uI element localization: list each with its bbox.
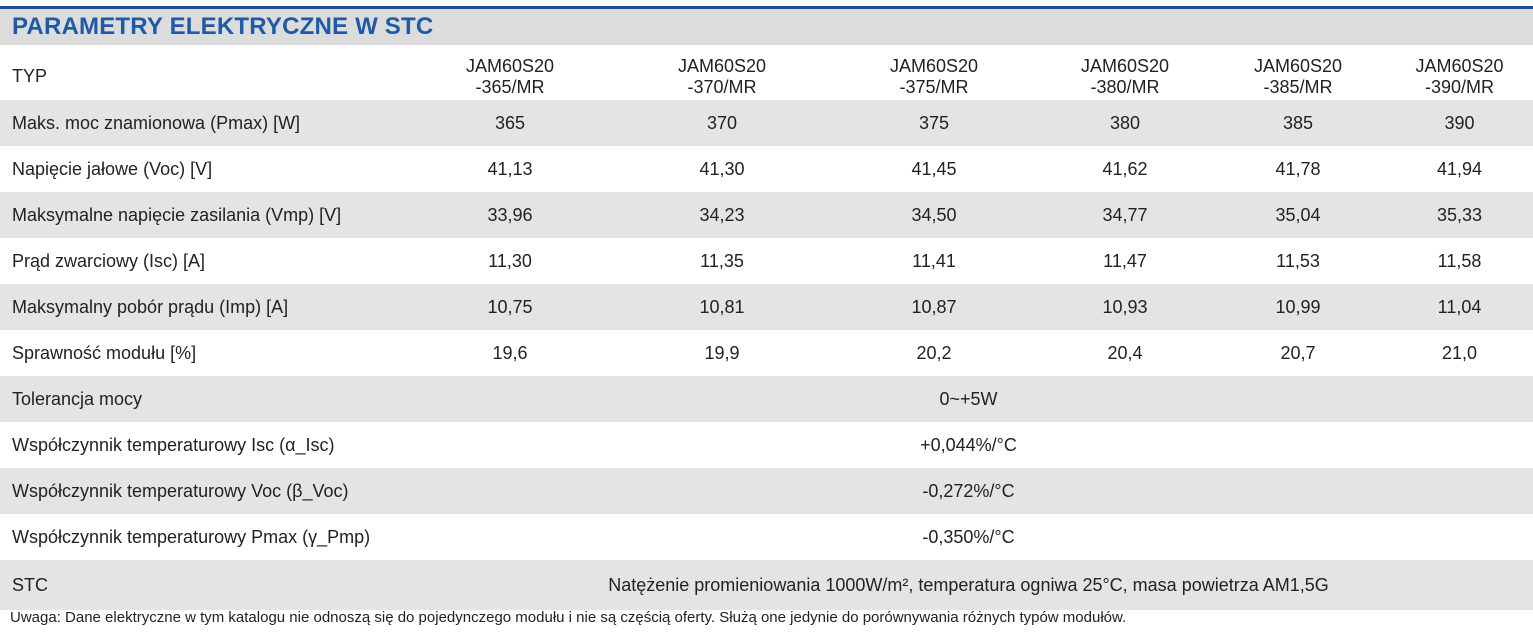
cell-value: 41,62 bbox=[1102, 158, 1148, 179]
cell-value: 11,53 bbox=[1276, 250, 1320, 271]
electrical-parameters-table: TYP JAM60S20 -365/MR JAM60S20 -370/MR JAM6… bbox=[0, 53, 1533, 610]
title-rule bbox=[0, 6, 1533, 9]
cell-value: 10,75 bbox=[404, 284, 616, 330]
cell-value: 19,6 bbox=[492, 342, 528, 363]
row-label: Prąd zwarciowy (Isc) [A] bbox=[12, 250, 206, 271]
model-suffix: -370/MR bbox=[687, 76, 757, 97]
merged-cell-value: -0,272%/°C bbox=[404, 468, 1533, 514]
cell-value: 41,13 bbox=[487, 158, 533, 179]
table-row: Maks. moc znamionowa (Pmax) [W] 365 370 … bbox=[0, 100, 1533, 146]
row-label: Współczynnik temperaturowy Pmax (γ_Pmp) bbox=[12, 526, 371, 547]
cell-value: 20,2 bbox=[916, 342, 952, 363]
row-label: Maksymalne napięcie zasilania (Vmp) [V] bbox=[0, 192, 404, 238]
cell-value: 35,04 bbox=[1210, 192, 1386, 238]
row-label: Maksymalny pobór prądu (Imp) [A] bbox=[0, 284, 404, 330]
cell-value: 41,94 bbox=[1436, 158, 1483, 179]
cell-value: 35,33 bbox=[1386, 192, 1533, 238]
cell-value: 11,58 bbox=[1437, 250, 1482, 271]
header-row: TYP JAM60S20 -365/MR JAM60S20 -370/MR JAM6… bbox=[0, 53, 1533, 100]
section-title: PARAMETRY ELEKTRYCZNE W STC bbox=[0, 9, 1533, 45]
cell-value: 34,23 bbox=[616, 192, 828, 238]
model-suffix: -375/MR bbox=[899, 76, 969, 97]
model-header: JAM60S20 -365/MR bbox=[404, 53, 616, 100]
table-row: Maksymalne napięcie zasilania (Vmp) [V] … bbox=[0, 192, 1533, 238]
cell-value: 19,9 bbox=[704, 342, 740, 363]
table-row: Prąd zwarciowy (Isc) [A] 11,30 11,35 11,… bbox=[0, 238, 1533, 284]
merged-cell-value: Natężenie promieniowania 1000W/m², tempe… bbox=[404, 560, 1533, 610]
footnote: Uwaga: Dane elektryczne w tym katalogu n… bbox=[10, 609, 1127, 626]
model-header: JAM60S20 -380/MR bbox=[1040, 53, 1210, 100]
table-row: Napięcie jałowe (Voc) [V] 41,13 41,30 41… bbox=[0, 146, 1533, 192]
model-name: JAM60S20 bbox=[889, 55, 979, 76]
cell-value: 390 bbox=[1386, 100, 1533, 146]
cell-value: 11,30 bbox=[488, 250, 532, 271]
cell-value: 385 bbox=[1210, 100, 1386, 146]
row-label: Współczynnik temperaturowy Isc (α_Isc) bbox=[12, 434, 335, 455]
table-row: Współczynnik temperaturowy Voc (β_Voc) -… bbox=[0, 468, 1533, 514]
model-name: JAM60S20 bbox=[1080, 55, 1170, 76]
cell-value: 33,96 bbox=[404, 192, 616, 238]
table-row: Współczynnik temperaturowy Pmax (γ_Pmp) … bbox=[0, 514, 1533, 560]
model-header: JAM60S20 -390/MR bbox=[1386, 53, 1533, 100]
model-name: JAM60S20 bbox=[1253, 55, 1343, 76]
table-row: STC Natężenie promieniowania 1000W/m², t… bbox=[0, 560, 1533, 610]
cell-value: 10,87 bbox=[828, 284, 1040, 330]
cell-value: 20,7 bbox=[1280, 342, 1316, 363]
model-suffix: -390/MR bbox=[1424, 76, 1495, 97]
row-label: Tolerancja mocy bbox=[0, 376, 404, 422]
merged-cell-value: +0,044%/°C bbox=[920, 434, 1017, 455]
table-row: Tolerancja mocy 0~+5W bbox=[0, 376, 1533, 422]
table-row: Współczynnik temperaturowy Isc (α_Isc) +… bbox=[0, 422, 1533, 468]
cell-value: 34,50 bbox=[828, 192, 1040, 238]
model-header: JAM60S20 -370/MR bbox=[616, 53, 828, 100]
cell-value: 365 bbox=[404, 100, 616, 146]
cell-value: 11,04 bbox=[1386, 284, 1533, 330]
merged-cell-value: 0~+5W bbox=[404, 376, 1533, 422]
model-name: JAM60S20 bbox=[1415, 55, 1504, 76]
row-label: STC bbox=[0, 560, 404, 610]
cell-value: 20,4 bbox=[1107, 342, 1143, 363]
model-name: JAM60S20 bbox=[677, 55, 767, 76]
row-label: Współczynnik temperaturowy Voc (β_Voc) bbox=[0, 468, 404, 514]
cell-value: 41,30 bbox=[699, 158, 745, 179]
cell-value: 10,99 bbox=[1210, 284, 1386, 330]
model-suffix: -365/MR bbox=[475, 76, 545, 97]
row-label: Maks. moc znamionowa (Pmax) [W] bbox=[0, 100, 404, 146]
cell-value: 41,45 bbox=[911, 158, 957, 179]
cell-value: 11,35 bbox=[700, 250, 744, 271]
cell-value: 21,0 bbox=[1441, 342, 1478, 363]
model-suffix: -385/MR bbox=[1263, 76, 1333, 97]
cell-value: 380 bbox=[1040, 100, 1210, 146]
model-header: JAM60S20 -385/MR bbox=[1210, 53, 1386, 100]
cell-value: 34,77 bbox=[1040, 192, 1210, 238]
model-suffix: -380/MR bbox=[1090, 76, 1160, 97]
model-header: JAM60S20 -375/MR bbox=[828, 53, 1040, 100]
cell-value: 10,93 bbox=[1040, 284, 1210, 330]
row-label: Sprawność modułu [%] bbox=[12, 342, 197, 363]
table-row: Maksymalny pobór prądu (Imp) [A] 10,75 1… bbox=[0, 284, 1533, 330]
cell-value: 11,47 bbox=[1103, 250, 1147, 271]
cell-value: 375 bbox=[828, 100, 1040, 146]
cell-value: 370 bbox=[616, 100, 828, 146]
cell-value: 11,41 bbox=[912, 250, 956, 271]
table-row: Sprawność modułu [%] 19,6 19,9 20,2 20,4… bbox=[0, 330, 1533, 376]
header-label: TYP bbox=[12, 66, 48, 86]
cell-value: 41,78 bbox=[1275, 158, 1321, 179]
merged-cell-value: -0,350%/°C bbox=[922, 526, 1015, 547]
model-name: JAM60S20 bbox=[465, 55, 555, 76]
cell-value: 10,81 bbox=[616, 284, 828, 330]
row-label: Napięcie jałowe (Voc) [V] bbox=[12, 158, 213, 179]
